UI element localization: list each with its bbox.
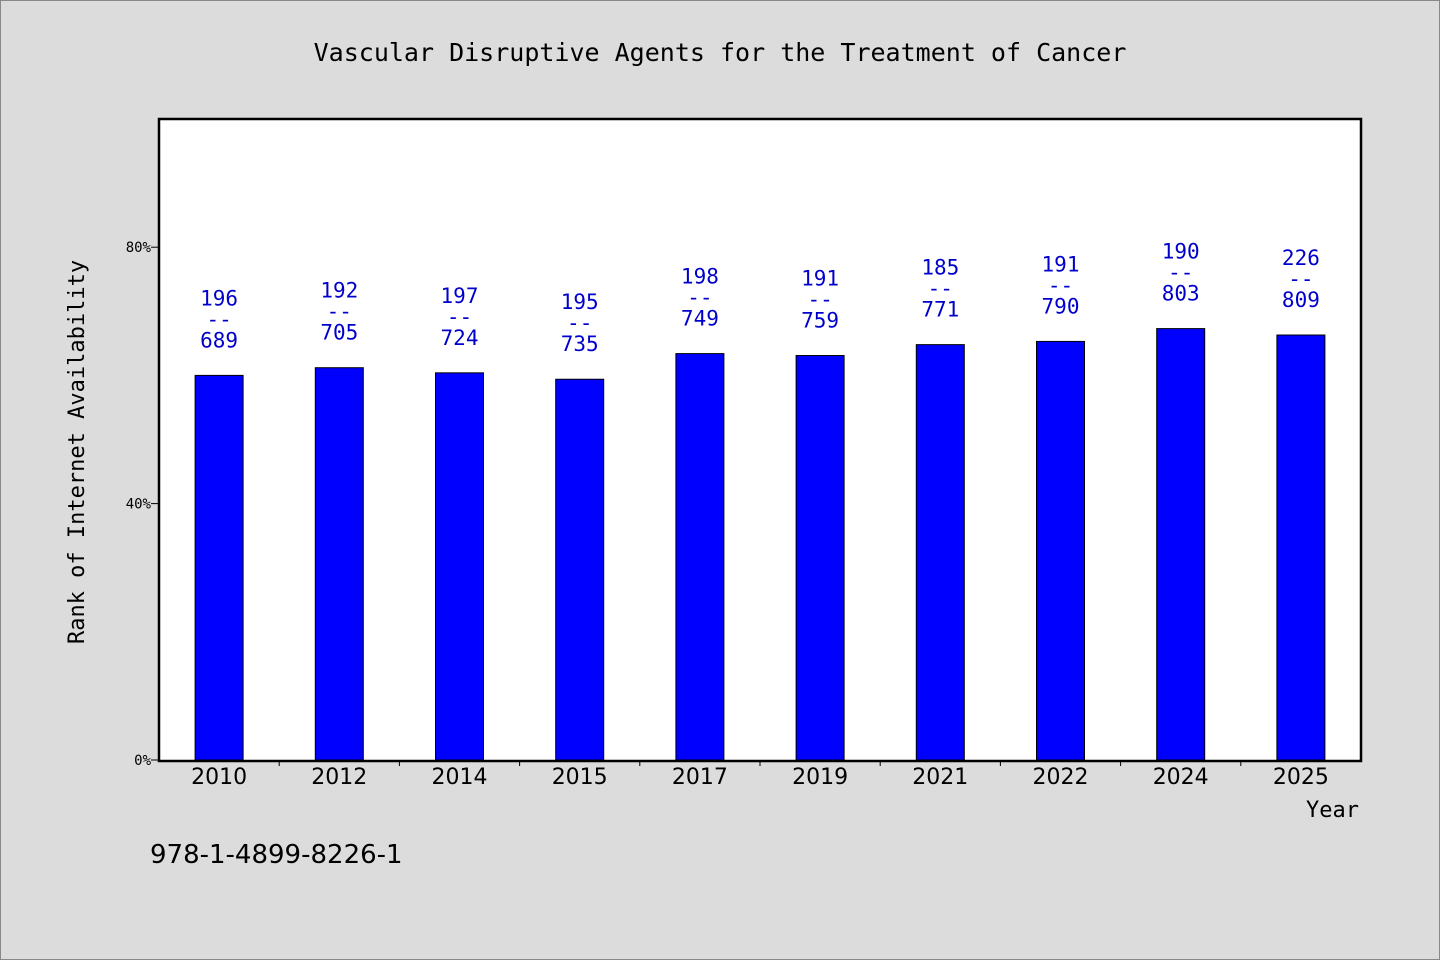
bar-2015 bbox=[555, 378, 605, 761]
bar-label-2024-line3: 803 bbox=[1162, 282, 1200, 306]
bar-label-2019-line1: 191 bbox=[801, 267, 839, 291]
bar-label-2010-line2: -- bbox=[206, 307, 231, 331]
x-tick-label-2010: 2010 bbox=[191, 765, 247, 790]
isbn-text: 978-1-4899-8226-1 bbox=[150, 840, 403, 870]
bar-2010 bbox=[194, 374, 244, 761]
bar-labels: 196--689192--705197--724195--735198--749… bbox=[200, 240, 1320, 357]
bar-label-2021-line1: 185 bbox=[921, 256, 959, 280]
bar-label-2017-line1: 198 bbox=[681, 265, 719, 289]
y-axis-ticks: 0% 40% 80% bbox=[126, 240, 159, 769]
x-tick-label-2025: 2025 bbox=[1273, 765, 1329, 790]
x-tick-label-2014: 2014 bbox=[432, 765, 488, 790]
bar-2021 bbox=[915, 344, 965, 761]
bar-label-2024-line1: 190 bbox=[1162, 240, 1200, 264]
x-tick-label-2012: 2012 bbox=[311, 765, 367, 790]
bar-label-2014-line3: 724 bbox=[441, 326, 479, 350]
y-axis-label: Rank of Internet Availability bbox=[65, 260, 90, 644]
bar-label-2025-line2: -- bbox=[1288, 267, 1313, 291]
bar-label-2012-line2: -- bbox=[327, 300, 352, 324]
bar-label-2021-line3: 771 bbox=[921, 298, 959, 322]
bar-2017 bbox=[675, 353, 725, 761]
bar-label-2010-line1: 196 bbox=[200, 286, 238, 310]
y-tick-label: 0% bbox=[134, 753, 151, 769]
bar-label-2019-line3: 759 bbox=[801, 309, 839, 333]
bar-label-2010-line3: 689 bbox=[200, 328, 238, 352]
x-tick-label-2019: 2019 bbox=[792, 765, 848, 790]
chart-title: Vascular Disruptive Agents for the Treat… bbox=[314, 38, 1127, 67]
x-tick-label-2021: 2021 bbox=[912, 765, 968, 790]
x-tick-label-2015: 2015 bbox=[552, 765, 608, 790]
x-tick-label-2022: 2022 bbox=[1033, 765, 1089, 790]
bar-2014 bbox=[435, 372, 484, 761]
bars bbox=[194, 328, 1326, 761]
bar-label-2015-line3: 735 bbox=[561, 332, 599, 356]
bar-label-2017-line3: 749 bbox=[681, 307, 719, 331]
bar-label-2015-line2: -- bbox=[567, 311, 592, 335]
y-tick-label: 40% bbox=[126, 497, 152, 513]
x-tick-label-2017: 2017 bbox=[672, 765, 728, 790]
bar-label-2022-line1: 191 bbox=[1042, 252, 1080, 276]
y-tick-label: 80% bbox=[126, 240, 152, 256]
bar-label-2025-line3: 809 bbox=[1282, 288, 1320, 312]
bar-label-2025-line1: 226 bbox=[1282, 246, 1320, 270]
bar-label-2014-line1: 197 bbox=[441, 284, 479, 308]
bar-label-2021-line2: -- bbox=[928, 277, 953, 301]
bar-label-2022-line2: -- bbox=[1048, 273, 1073, 297]
bar-2019 bbox=[795, 355, 845, 761]
bar-label-2012-line1: 192 bbox=[320, 279, 358, 303]
bar-label-2017-line2: -- bbox=[687, 286, 712, 310]
bar-label-2024-line2: -- bbox=[1168, 261, 1193, 285]
bar-2022 bbox=[1036, 340, 1085, 761]
bar-2025 bbox=[1276, 334, 1326, 761]
bar-label-2022-line3: 790 bbox=[1042, 294, 1080, 318]
bar-label-2015-line1: 195 bbox=[561, 290, 599, 314]
bar-label-2014-line2: -- bbox=[447, 305, 472, 329]
x-axis-label: Year bbox=[1306, 798, 1359, 823]
bar-label-2012-line3: 705 bbox=[320, 321, 358, 345]
x-tick-label-2024: 2024 bbox=[1153, 765, 1209, 790]
bar-2024 bbox=[1156, 328, 1206, 761]
bar-2012 bbox=[314, 367, 364, 761]
x-axis-ticks: 2010 2012 2014 2015 2017 2019 2021 2022 2024 2025 bbox=[191, 760, 1329, 790]
bar-label-2019-line2: -- bbox=[807, 288, 832, 312]
